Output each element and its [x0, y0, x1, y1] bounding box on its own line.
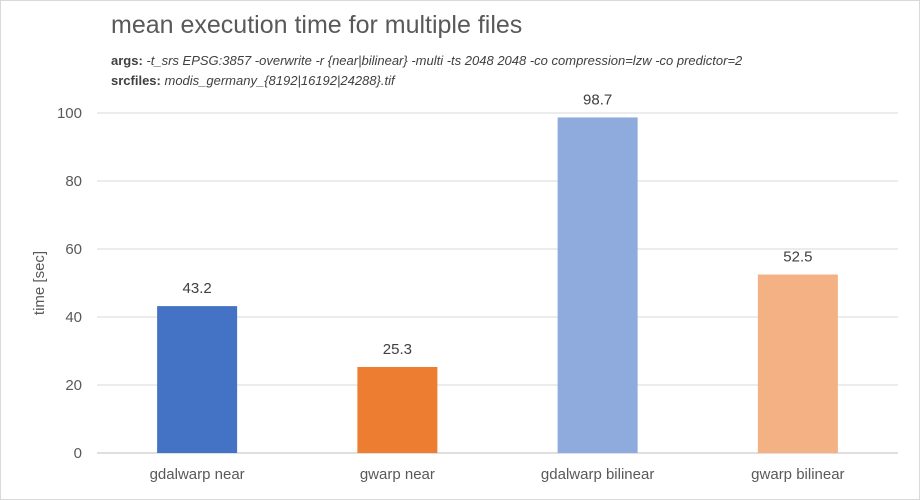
y-axis-title: time [sec] — [31, 251, 48, 315]
data-label: 52.5 — [783, 249, 812, 266]
args-line: args: -t_srs EPSG:3857 -overwrite -r {ne… — [111, 53, 742, 68]
x-tick-label: gwarp bilinear — [751, 466, 844, 483]
y-tick-label: 80 — [65, 173, 82, 190]
y-tick-label: 40 — [65, 309, 82, 326]
x-tick-label: gwarp near — [360, 466, 435, 483]
srcfiles-value: modis_germany_{8192|16192|24288}.tif — [160, 73, 395, 88]
y-tick-label: 20 — [65, 377, 82, 394]
x-tick-label: gdalwarp bilinear — [541, 466, 654, 483]
data-label: 98.7 — [583, 91, 612, 108]
data-label: 43.2 — [183, 280, 212, 297]
srcfiles-line: srcfiles: modis_germany_{8192|16192|2428… — [111, 73, 395, 88]
y-tick-label: 0 — [74, 445, 82, 462]
bar — [757, 274, 838, 453]
data-label: 25.3 — [383, 341, 412, 358]
bar — [157, 306, 238, 453]
srcfiles-key: srcfiles: — [111, 73, 161, 88]
bar — [557, 117, 638, 454]
args-value: -t_srs EPSG:3857 -overwrite -r {near|bil… — [142, 53, 743, 68]
y-tick-label: 100 — [57, 105, 82, 122]
chart-title: mean execution time for multiple files — [111, 11, 523, 39]
bars — [157, 117, 838, 454]
y-tick-label: 60 — [65, 241, 82, 258]
x-tick-label: gdalwarp near — [150, 466, 245, 483]
bar — [357, 366, 438, 453]
args-key: args: — [111, 53, 143, 68]
labels: 0 20 40 60 80 100 time [sec] 43.2 gdalwarp near 2… — [31, 91, 845, 483]
